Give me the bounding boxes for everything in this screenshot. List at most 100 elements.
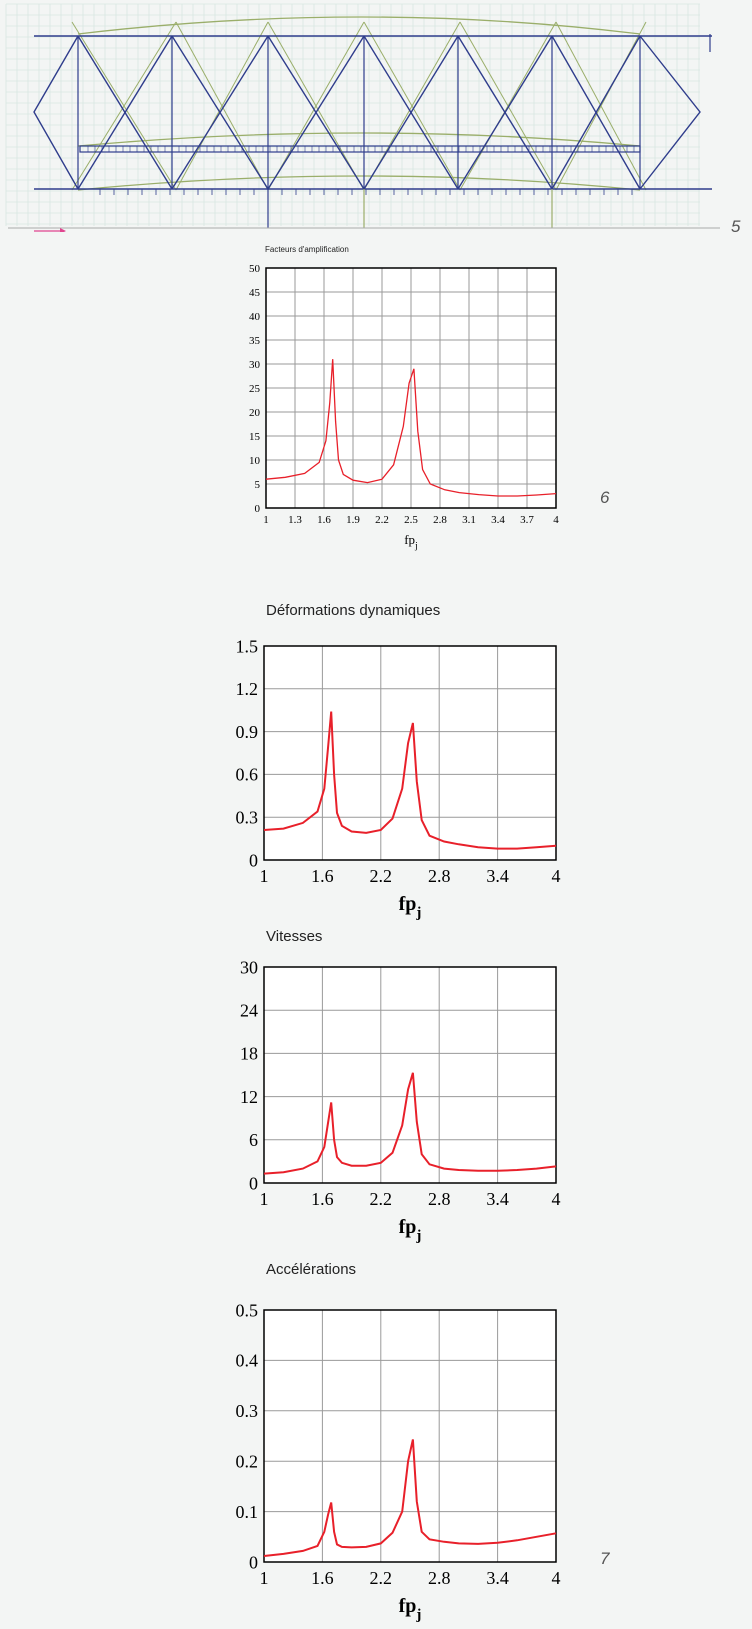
figure-number-7: 7 [600,1549,610,1568]
y-tick-label: 0 [249,850,258,870]
x-tick-label: 2.2 [370,866,393,886]
left-end-member [33,35,79,190]
y-tick-label: 0.1 [236,1502,259,1522]
x-tick-label: 2.8 [428,1189,451,1209]
y-tick-label: 25 [249,383,261,395]
x-tick-label: 1.3 [288,514,302,526]
y-tick-label: 30 [249,359,261,371]
diagonal-member [267,35,365,190]
diagonal-member [551,35,641,190]
series-line [263,1439,557,1557]
deformed-diagonal [71,21,177,191]
y-tick-label: 0.6 [236,765,259,785]
y-tick-label: 0.9 [236,722,259,742]
deformed-diagonal [175,21,269,191]
chart-accelerations-title: Accélérations [266,1261,357,1278]
y-tick-label: 0.4 [236,1351,259,1371]
x-tick-label: 1.6 [311,1568,334,1588]
y-tick-label: 18 [240,1044,258,1064]
plot-frame [263,645,557,861]
y-tick-label: 0.3 [236,1401,259,1421]
diagonal-member [171,35,269,190]
y-tick-label: 6 [249,1130,258,1150]
figure-number-5: 5 [731,217,741,236]
plot-area [264,646,556,860]
chart-deformations: 1 1.6 2.2 2.8 3.4 4 0 0.3 0.6 0.9 1.2 1.5 fpj [236,636,561,921]
y-tick-label: 40 [249,311,261,323]
y-tick-label: 5 [255,479,261,491]
x-tick-label: 3.7 [520,514,534,526]
x-tick-label: 1.6 [311,1189,334,1209]
x-tick-label: 2.2 [375,514,389,526]
plot-area [264,1310,556,1562]
diagonal-member [363,35,459,190]
x-tick-label: 1.6 [311,866,334,886]
x-tick-label: 1 [260,1189,269,1209]
y-tick-label: 0.2 [236,1452,259,1472]
x-tick-label: 1.9 [346,514,360,526]
x-tick-label: 4 [552,866,561,886]
x-tick-label: 2.2 [370,1568,393,1588]
y-tick-label: 0 [249,1552,258,1572]
deformed-diagonal [555,21,647,191]
deformed-diagonal [363,21,461,191]
y-tick-label: 1.2 [236,679,259,699]
series-line [263,711,557,850]
x-tick-label: 4 [552,1568,561,1588]
x-tick-label: 3.4 [486,1568,509,1588]
diagonal-member [457,35,553,190]
deformed-top-chord [77,16,641,35]
plot-frame [263,966,557,1184]
x-tick-label: 2.8 [428,866,451,886]
y-tick-label: 0.5 [236,1300,259,1320]
x-tick-label: 2.5 [404,514,418,526]
plot-frame [265,267,557,509]
chart-amplification: 1 1.3 1.6 1.9 2.2 2.5 2.8 3.1 3.4 3.7 405101520253… [249,263,559,552]
y-tick-label: 1.5 [236,636,259,656]
x-axis-label: fpj [404,532,418,552]
x-tick-label: 4 [552,1189,561,1209]
x-tick-label: 3.4 [486,866,509,886]
y-tick-label: 0 [255,503,261,515]
y-tick-label: 50 [249,263,261,275]
x-tick-label: 2.8 [428,1568,451,1588]
y-tick-label: 15 [249,431,261,443]
series-line [263,1072,557,1175]
x-axis-label: fpj [399,1216,422,1244]
deformed-bottom-chord [77,175,641,191]
series-line [265,359,557,497]
right-end-member [639,35,701,190]
x-axis-label: fpj [399,1595,422,1623]
chart-deformations-title: Déformations dynamiques [266,602,441,619]
chart-vitesses-title: Vitesses [266,928,323,945]
deformed-diagonal [459,21,557,191]
chart-vitesses: 1 1.6 2.2 2.8 3.4 4 0 6 12 18 24 30 fpj [240,957,561,1244]
x-tick-label: 1 [260,866,269,886]
deformed-deck [77,132,641,147]
figure-number-6: 6 [600,488,610,507]
x-tick-label: 3.4 [491,514,505,526]
diagonal-member [77,35,173,190]
x-tick-label: 4 [553,514,559,526]
y-tick-label: 20 [249,407,261,419]
x-tick-label: 1.6 [317,514,331,526]
axis-arrow-head [60,228,66,234]
deformed-diagonal [267,21,365,191]
truss-drawing [0,0,720,234]
x-tick-label: 3.4 [486,1189,509,1209]
y-tick-label: 30 [240,957,258,977]
x-tick-label: 2.8 [433,514,447,526]
plot-area [264,967,556,1183]
x-axis-label: fpj [399,893,422,921]
truss-svg [5,3,720,234]
y-tick-label: 10 [249,455,261,467]
plot-frame [263,1309,557,1563]
chart-amplification-title: Facteurs d'amplification [265,245,349,254]
x-tick-label: 2.2 [370,1189,393,1209]
y-tick-label: 24 [240,1001,258,1021]
x-tick-label: 1 [263,514,269,526]
x-tick-label: 1 [260,1568,269,1588]
y-tick-label: 35 [249,335,261,347]
y-tick-label: 0.3 [236,808,259,828]
y-tick-label: 0 [249,1173,258,1193]
